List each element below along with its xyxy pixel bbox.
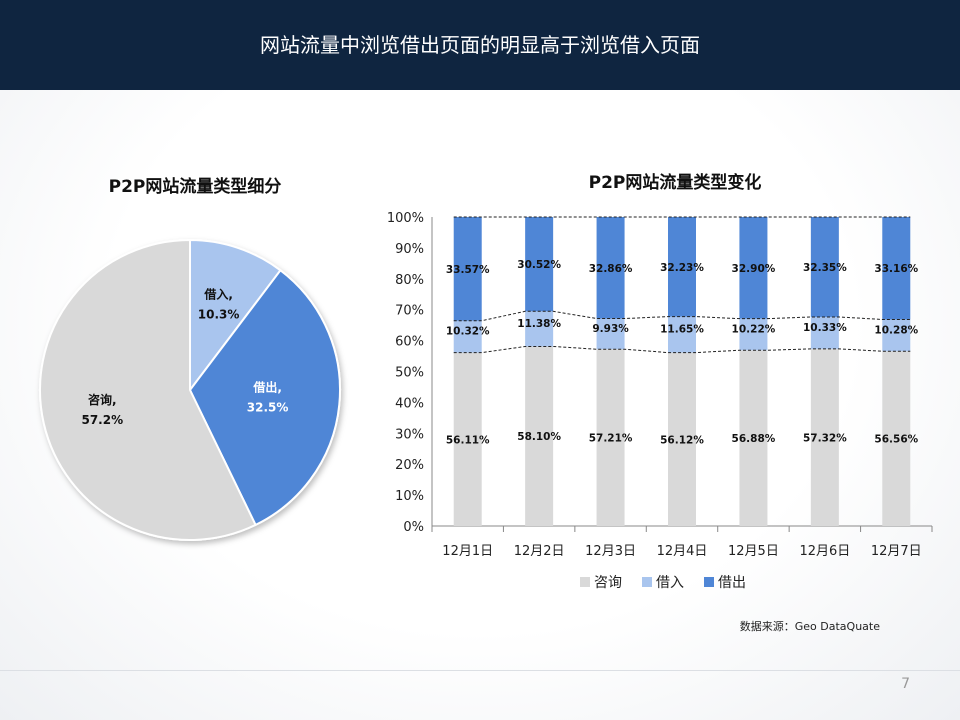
bar-segment-1	[668, 352, 696, 526]
x-tick-label: 12月2日	[514, 544, 565, 559]
legend-swatch	[704, 577, 714, 587]
pie-slice-3	[39, 238, 257, 541]
bar-segment-2	[525, 311, 554, 347]
legend-label: 咨询	[594, 575, 622, 591]
bar-segment-3	[525, 217, 554, 312]
bar-segment-1	[453, 352, 482, 526]
bar-segment-3	[882, 217, 911, 320]
y-tick-label: 20%	[395, 458, 424, 473]
header-bar: 网站流量中浏览借出页面的明显高于浏览借入页面	[0, 0, 960, 90]
pie-label-name: 咨询,	[88, 392, 117, 407]
bar-segment-2	[668, 316, 696, 353]
x-tick-label: 12月7日	[871, 544, 922, 559]
data-label: 10.28%	[874, 324, 918, 336]
bar-segment-3	[810, 217, 839, 317]
x-tick-label: 12月3日	[585, 544, 636, 559]
x-tick-label: 12月1日	[442, 544, 493, 559]
bar-segment-3	[668, 217, 696, 317]
pie-label-name: 借入,	[203, 287, 233, 302]
bar-segment-1	[810, 348, 839, 526]
y-tick-label: 50%	[395, 366, 424, 381]
x-tick-label: 12月4日	[657, 544, 708, 559]
y-tick-label: 60%	[395, 335, 424, 350]
page-number: 7	[901, 676, 910, 692]
pie-chart: 借入, 10.3% 借出, 32.5% 咨询, 57.2%	[39, 238, 341, 541]
pie-slices	[39, 238, 341, 541]
bar-segment-2	[739, 318, 768, 351]
bar-chart-title: P2P网站流量类型变化	[588, 173, 762, 193]
bar-segment-1	[596, 349, 625, 526]
data-label: 56.88%	[732, 433, 776, 445]
x-tick-label: 12月6日	[799, 544, 850, 559]
data-source-note: 数据来源：Geo DataQuate	[739, 620, 880, 633]
data-label: 9.93%	[592, 323, 629, 335]
bar-segment-2	[810, 316, 839, 349]
y-tick-label: 90%	[395, 242, 424, 257]
pie-label-value: 57.2%	[81, 413, 123, 427]
data-label: 56.11%	[446, 434, 490, 446]
data-label: 56.12%	[660, 434, 704, 446]
data-label: 11.38%	[517, 318, 561, 330]
series-connector-line	[453, 310, 911, 322]
bar-segment-2	[882, 319, 911, 352]
bar-segment-3	[739, 217, 768, 319]
data-label: 33.16%	[874, 263, 918, 275]
data-label: 10.22%	[732, 323, 776, 335]
data-label: 30.52%	[517, 259, 561, 271]
footer-divider	[0, 670, 960, 671]
legend-label: 借出	[718, 575, 746, 591]
data-label: 32.86%	[589, 263, 633, 275]
data-label: 57.32%	[803, 432, 847, 444]
pie-label-name: 借出,	[252, 380, 282, 395]
y-tick-label: 40%	[395, 396, 424, 411]
pie-chart-title: P2P网站流量类型细分	[108, 177, 282, 197]
pie-label-value: 32.5%	[247, 401, 289, 415]
y-tick-label: 0%	[403, 520, 424, 535]
legend-label: 借入	[656, 575, 684, 591]
x-tick-label: 12月5日	[728, 544, 779, 559]
page-title: 网站流量中浏览借出页面的明显高于浏览借入页面	[260, 33, 700, 57]
bar-segment-1	[882, 351, 911, 526]
bar-segment-2	[453, 320, 482, 353]
data-label: 32.90%	[732, 263, 776, 275]
y-tick-label: 30%	[395, 427, 424, 442]
series-connector-line	[453, 345, 911, 354]
y-tick-label: 10%	[395, 489, 424, 504]
data-label: 10.32%	[446, 326, 490, 338]
bar-segment-1	[739, 350, 768, 526]
data-label: 11.65%	[660, 324, 704, 336]
y-tick-label: 100%	[387, 211, 424, 226]
data-label: 10.33%	[803, 322, 847, 334]
legend-swatch	[580, 577, 590, 587]
legend-swatch	[642, 577, 652, 587]
stacked-bar-chart: 0% 10% 20% 30% 40% 50% 60% 70% 80% 90% 100% 12月1日 12…	[387, 211, 933, 591]
data-label: 56.56%	[874, 434, 918, 446]
data-label: 33.57%	[446, 264, 490, 276]
y-tick-label: 70%	[395, 304, 424, 319]
bar-segment-3	[453, 217, 482, 321]
data-label: 58.10%	[517, 431, 561, 443]
data-label: 32.23%	[660, 262, 704, 274]
pie-slice-2	[188, 268, 341, 527]
data-label: 57.21%	[589, 433, 633, 445]
bar-segment-2	[596, 318, 625, 350]
pie-label-value: 10.3%	[198, 308, 240, 322]
y-tick-label: 80%	[395, 273, 424, 288]
pie-slice-1	[189, 238, 282, 393]
bar-segment-1	[525, 346, 554, 526]
bar-segment-3	[596, 217, 625, 319]
data-label: 32.35%	[803, 262, 847, 274]
